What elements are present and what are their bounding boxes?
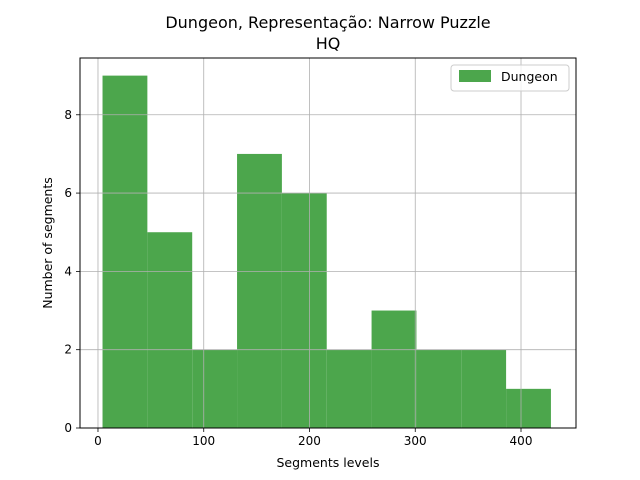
histogram-bar-7	[371, 310, 417, 428]
histogram-bars	[102, 75, 551, 429]
y-tick-label-2: 2	[64, 343, 72, 357]
x-tick-label-4: 300	[404, 434, 427, 448]
x-axis-ticks: 0 100 200 300 400	[94, 428, 532, 448]
x-tick-label-1: 0	[94, 434, 102, 448]
y-tick-label-5: 8	[64, 108, 72, 122]
chart-title-line-1: Dungeon, Representação: Narrow Puzzle	[165, 13, 490, 32]
histogram-bar-4	[237, 153, 282, 429]
plot-frame	[79, 57, 577, 429]
legend: Dungeon	[450, 64, 570, 92]
histogram-bar-6	[326, 349, 372, 428]
legend-label: Dungeon	[501, 69, 558, 84]
y-tick-label-4: 6	[64, 186, 72, 200]
histogram-bar-2	[147, 232, 193, 428]
x-axis-label: Segments levels	[277, 455, 380, 470]
y-axis-ticks: 0 2 4 6 8	[64, 108, 80, 435]
histogram-bar-9	[461, 349, 507, 428]
histogram-bar-5	[281, 193, 327, 428]
y-tick-label-3: 4	[64, 264, 72, 278]
x-tick-label-2: 100	[192, 434, 215, 448]
chart-title-line-2: HQ	[316, 34, 341, 53]
x-tick-label-3: 200	[298, 434, 321, 448]
histogram-bar-8	[416, 349, 462, 428]
histogram-bar-3	[192, 349, 238, 428]
x-tick-label-5: 400	[510, 434, 533, 448]
y-tick-label-1: 0	[64, 421, 72, 435]
y-axis-label: Number of segments	[40, 177, 55, 309]
legend-swatch	[459, 70, 491, 82]
histogram-bar-10	[506, 388, 551, 428]
histogram-bar-1	[102, 75, 148, 428]
